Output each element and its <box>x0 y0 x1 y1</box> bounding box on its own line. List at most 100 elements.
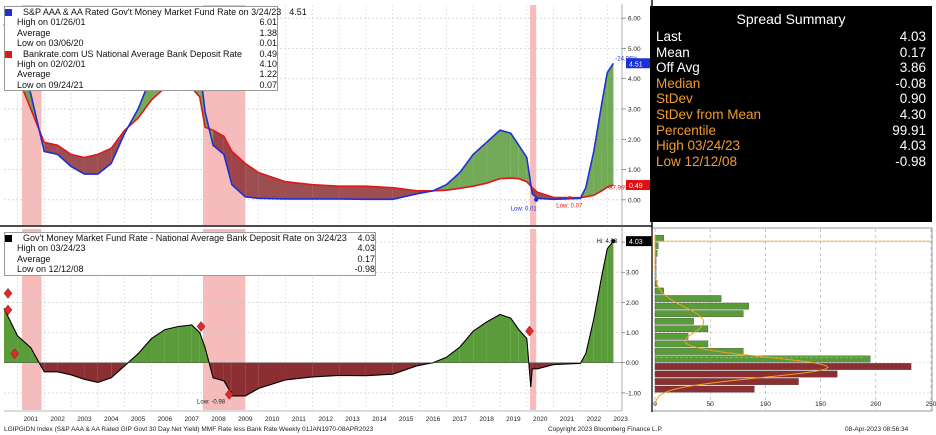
spread-summary-panel: Spread Summary Last 4.03 Mean 0.17 Off Avg… <box>650 6 932 222</box>
spread-area-segment <box>17 335 31 363</box>
spread-area-segment <box>230 362 232 396</box>
gov-low-label: Low: 0.01 <box>511 207 538 213</box>
legend-label: Average <box>17 253 51 264</box>
legend-bank-avg: Average 1.22 <box>5 69 277 79</box>
x-tick-label: 2018 <box>479 416 494 423</box>
legend-bank-low: Low on 09/24/21 0.07 <box>5 80 277 90</box>
histogram-bar <box>654 295 722 302</box>
histogram-bar <box>654 348 744 355</box>
x-tick-label: 2001 <box>24 416 39 423</box>
spread-fill-segment <box>339 186 366 200</box>
bank-value-tag-text: 0.49 <box>629 183 643 190</box>
x-tick-label: 2010 <box>265 416 280 423</box>
x-tick-label: 2023 <box>613 416 628 423</box>
spread-fill-segment <box>71 154 85 175</box>
spread-fill-segment <box>593 102 602 196</box>
legend-label: Average <box>17 27 51 38</box>
summary-row-stdev-from-mean: StDev from Mean 4.30 <box>650 107 932 123</box>
spread-area-segment <box>312 362 340 377</box>
histogram-bar <box>654 234 664 242</box>
y-tick-label: 3.00 <box>628 107 641 114</box>
spread-swatch-icon <box>5 235 12 242</box>
recession-marker-icon <box>10 348 20 360</box>
legend-bank-high: High on 02/02/01 4.10 <box>5 59 277 69</box>
histogram-bar <box>654 325 709 333</box>
x-tick-label: 150 <box>815 401 826 408</box>
y-tick-label: 5.00 <box>628 46 641 53</box>
spread-area-segment <box>44 362 58 372</box>
x-tick-label: 2020 <box>533 416 548 423</box>
summary-value: 3.86 <box>899 60 926 76</box>
spread-high-label: Hi: 4.03 <box>597 239 618 245</box>
histogram-bar <box>654 385 755 393</box>
spread-fill-segment <box>532 187 538 199</box>
legend-label: S&P AAA & AA Rated Gov't Money Market Fu… <box>23 7 282 17</box>
summary-row-mean: Mean 0.17 <box>650 45 932 61</box>
histogram-bar <box>654 370 838 378</box>
x-tick-label: 2007 <box>184 416 199 423</box>
summary-row-percentile: Percentile 99.91 <box>650 123 932 139</box>
top-legend: S&P AAA & AA Rated Gov't Money Market Fu… <box>4 6 307 92</box>
x-tick-label: 100 <box>760 401 771 408</box>
spread-area-segment <box>84 362 98 383</box>
bank-low-marker <box>568 196 572 200</box>
x-tick-label: 2022 <box>587 416 602 423</box>
spread-fill-segment <box>500 130 511 179</box>
spread-area-segment <box>138 338 152 363</box>
legend-label: Low on 03/06/20 <box>17 38 84 49</box>
legend-value: 4.10 <box>259 59 277 70</box>
spread-value-tag <box>626 236 652 247</box>
spread-area-segment <box>57 362 72 375</box>
legend-spread-low: Low on 12/12/08 -0.98 <box>5 264 375 274</box>
spread-area-segment <box>71 362 85 380</box>
spread-area-segment <box>532 362 538 369</box>
spread-area-segment <box>518 329 527 363</box>
bank-low-label: Low: 0.07 <box>556 204 583 210</box>
legend-gov-high: High on 01/26/01 6.01 <box>5 17 277 27</box>
spread-fill-segment <box>231 151 246 197</box>
gov-swatch-icon <box>5 9 12 16</box>
x-tick-label: 2009 <box>238 416 253 423</box>
spread-area-segment <box>593 275 602 363</box>
x-tick-label: 2016 <box>426 416 441 423</box>
x-tick-label: 200 <box>870 401 881 408</box>
spread-histogram: 0 50 100 150 200 250 <box>653 229 936 410</box>
legend-value: 0.49 <box>259 48 277 59</box>
x-tick-label: 2003 <box>77 416 92 423</box>
bank-value-tag <box>626 180 652 191</box>
spread-area-segment <box>223 362 231 393</box>
x-tick-label: 2014 <box>372 416 387 423</box>
summary-label: StDev from Mean <box>656 106 762 122</box>
summary-label: StDev <box>656 91 693 107</box>
legend-label: High on 02/02/01 <box>17 59 86 70</box>
spread-area-segment <box>392 362 417 375</box>
summary-label: High 03/24/23 <box>656 138 741 154</box>
spread-fill-segment <box>446 172 460 191</box>
spread-fill-segment <box>213 130 224 155</box>
x-tick-label: 2011 <box>292 416 306 423</box>
summary-row-stdev: StDev 0.90 <box>650 91 932 107</box>
spread-fill-segment <box>285 181 313 199</box>
bank-swatch-icon <box>5 50 12 58</box>
legend-value: 0.07 <box>259 79 277 90</box>
legend-value: 4.03 <box>357 243 375 254</box>
recession-band <box>530 5 537 225</box>
y-tick-label: 1.00 <box>628 167 641 174</box>
spread-area-segment <box>473 322 487 363</box>
histogram-bar <box>654 363 912 370</box>
bottom-legend: Gov't Money Market Fund Rate - National … <box>4 232 376 276</box>
spread-area-segment <box>607 241 614 363</box>
y-tick-label: -1.00 <box>626 390 641 397</box>
gov-rate-line <box>3 23 615 201</box>
spread-area-segment <box>178 325 192 363</box>
spread-area-segment <box>151 329 165 363</box>
spread-area-segment <box>285 362 313 380</box>
summary-value: 4.03 <box>899 138 926 154</box>
histogram-bar <box>654 355 871 363</box>
summary-value: -0.08 <box>895 75 926 91</box>
legend-value: 1.38 <box>259 27 277 38</box>
legend-gov-avg: Average 1.38 <box>5 28 277 38</box>
histogram-frame <box>651 227 933 412</box>
legend-label: Average <box>17 69 51 80</box>
x-tick-label: 2015 <box>399 416 414 423</box>
